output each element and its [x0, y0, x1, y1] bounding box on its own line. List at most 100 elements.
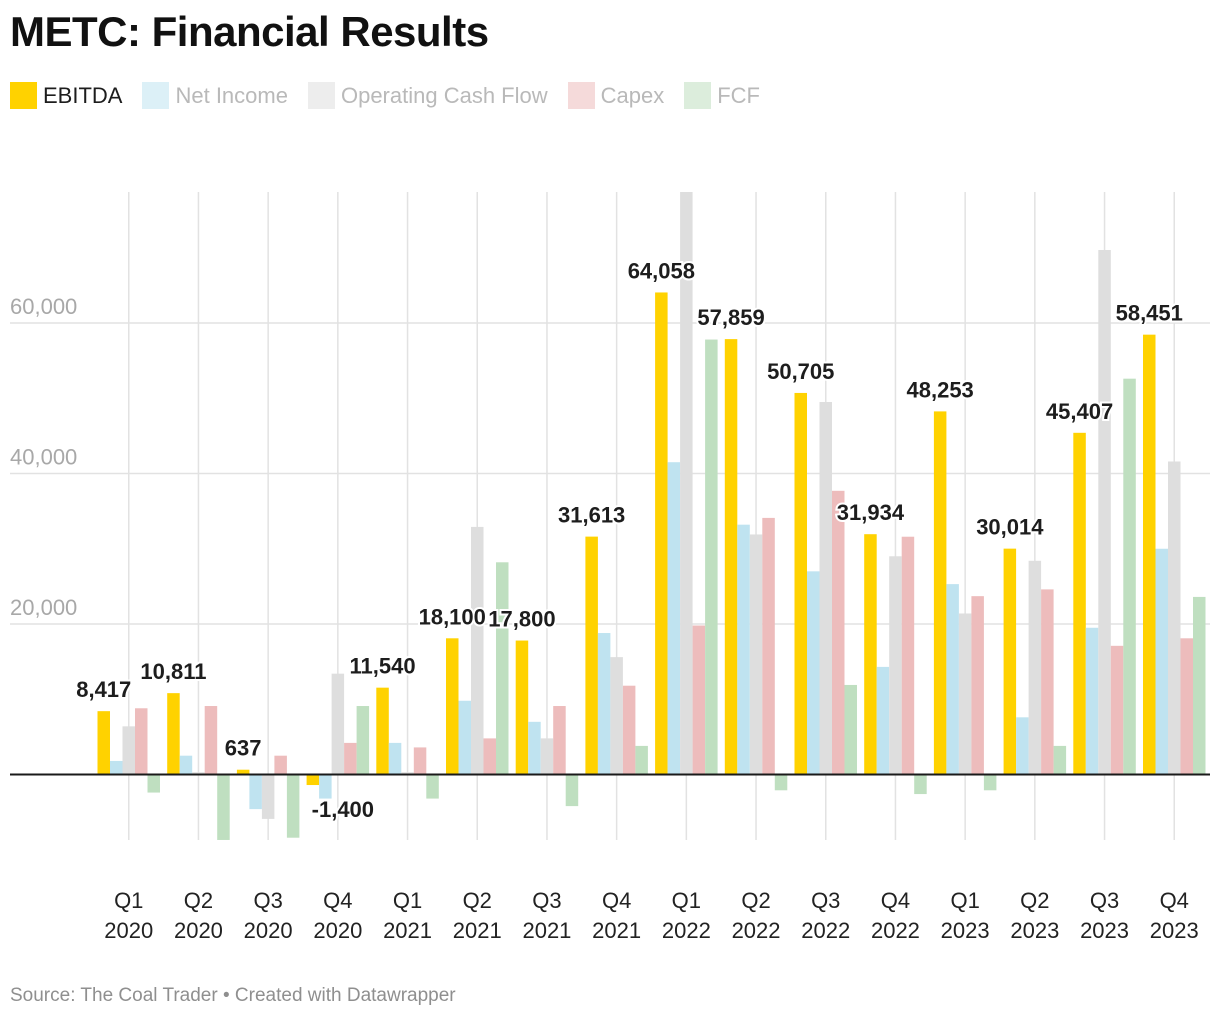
bar-capex [274, 755, 287, 775]
legend-item-ebitda[interactable]: EBITDA [10, 82, 122, 109]
bar-ebitda [724, 339, 738, 775]
bar-fcf [496, 562, 509, 775]
bar-ebitda [933, 411, 947, 775]
bar-ebitda [585, 536, 598, 775]
legend-swatch-net-income [142, 82, 170, 109]
x-tick-label-year: 2022 [871, 918, 920, 943]
legend-label-operating-cash-flow: Operating Cash Flow [340, 82, 548, 108]
bar-ebitda [97, 711, 110, 775]
legend-item-net-income[interactable]: Net Income [142, 82, 288, 109]
bar-net-income [458, 700, 471, 775]
legend-label-net-income: Net Income [175, 82, 288, 108]
bar-ebitda [236, 769, 250, 775]
x-tick-label-quarter: Q4 [323, 888, 352, 913]
bar-operating-cash-flow [122, 726, 135, 775]
bar-capex [1110, 645, 1124, 775]
x-tick-label-year: 2022 [801, 918, 850, 943]
legend-label-capex: Capex [600, 82, 665, 108]
bar-operating-cash-flow [819, 402, 832, 775]
x-tick-label-year: 2020 [313, 918, 362, 943]
bar-fcf [147, 774, 160, 793]
x-tick-label-quarter: Q2 [1020, 888, 1049, 913]
x-tick-label-quarter: Q2 [741, 888, 770, 913]
bar-capex [832, 490, 845, 775]
data-label-ebitda: 31,613 [558, 503, 625, 528]
bar-capex [622, 685, 636, 775]
bar-capex [344, 742, 357, 775]
bar-operating-cash-flow [401, 772, 414, 775]
data-label-ebitda: 48,253 [907, 377, 974, 402]
bar-capex [971, 596, 984, 775]
bar-fcf [914, 774, 927, 795]
x-tick-label-year: 2021 [453, 918, 502, 943]
bar-capex [901, 536, 915, 775]
credit-text: Created with Datawrapper [234, 985, 456, 1006]
bar-net-income [737, 524, 750, 775]
bar-net-income [876, 666, 890, 775]
y-tick-label: 20,000 [10, 595, 77, 620]
x-tick-label-quarter: Q1 [950, 888, 979, 913]
bar-operating-cash-flow [889, 556, 902, 775]
x-tick-label-year: 2020 [174, 918, 223, 943]
x-tick-label-year: 2022 [732, 918, 781, 943]
bar-fcf [426, 774, 439, 799]
bar-capex [762, 517, 775, 775]
x-tick-label-year: 2020 [244, 918, 293, 943]
data-label-ebitda: 45,407 [1046, 399, 1113, 424]
bar-fcf [983, 774, 997, 791]
bar-operating-cash-flow [471, 526, 484, 775]
y-tick-label: 40,000 [10, 445, 77, 470]
x-tick-label-year: 2023 [1080, 918, 1129, 943]
legend-item-fcf[interactable]: FCF [684, 82, 760, 109]
bar-fcf [1193, 596, 1206, 775]
bar-fcf [356, 706, 370, 775]
footer: Source: The Coal Trader • Created with D… [10, 985, 456, 1007]
bar-operating-cash-flow [1098, 250, 1111, 775]
legend-item-operating-cash-flow[interactable]: Operating Cash Flow [307, 82, 548, 109]
bar-fcf [1123, 378, 1136, 775]
bar-fcf [774, 774, 788, 791]
bar-operating-cash-flow [680, 192, 693, 775]
bar-capex [1041, 589, 1054, 775]
bar-capex [204, 706, 218, 775]
bar-ebitda [1143, 334, 1156, 775]
data-label-ebitda: 31,934 [837, 500, 905, 525]
x-tick-label-quarter: Q1 [672, 888, 701, 913]
bar-operating-cash-flow [1168, 461, 1181, 775]
bar-ebitda [376, 687, 389, 775]
bar-net-income [807, 571, 820, 775]
bar-net-income [388, 742, 402, 775]
x-tick-label-year: 2021 [383, 918, 432, 943]
data-label-ebitda: 58,451 [1116, 301, 1183, 326]
x-tick-label-year: 2023 [1150, 918, 1199, 943]
x-tick-label-quarter: Q3 [1090, 888, 1119, 913]
bar-operating-cash-flow [958, 613, 972, 775]
data-label-ebitda: 50,705 [767, 359, 834, 384]
source-text: Source: The Coal Trader [10, 985, 218, 1006]
legend: EBITDA Net Income Operating Cash Flow Ca… [10, 82, 780, 109]
x-tick-label-year: 2022 [662, 918, 711, 943]
x-tick-label-year: 2021 [592, 918, 641, 943]
bar-net-income [528, 721, 541, 775]
data-label-ebitda: 30,014 [976, 515, 1044, 540]
bar-capex [692, 625, 706, 775]
bar-operating-cash-flow [749, 534, 763, 775]
bar-fcf [565, 774, 579, 807]
x-tick-label-quarter: Q4 [1160, 888, 1189, 913]
bar-ebitda [1073, 432, 1086, 775]
bar-net-income [946, 584, 959, 775]
data-label-ebitda: 17,800 [488, 607, 555, 632]
bar-net-income [1085, 627, 1099, 775]
bar-operating-cash-flow [540, 738, 554, 775]
x-tick-label-quarter: Q4 [602, 888, 631, 913]
bar-fcf [217, 774, 230, 840]
legend-swatch-capex [567, 82, 595, 109]
bar-capex [135, 708, 148, 775]
bar-net-income [179, 755, 193, 775]
legend-item-capex[interactable]: Capex [567, 82, 665, 109]
bar-ebitda [167, 693, 180, 775]
legend-label-fcf: FCF [717, 82, 760, 108]
x-tick-label-quarter: Q4 [881, 888, 910, 913]
bar-fcf [1053, 745, 1067, 775]
